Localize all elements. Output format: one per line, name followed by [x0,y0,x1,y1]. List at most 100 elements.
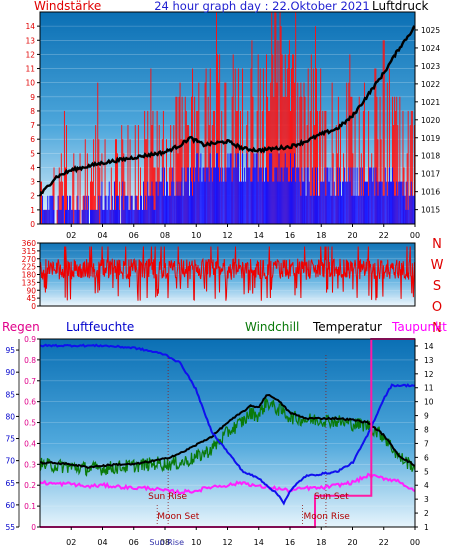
mean-wind-bar [115,209,116,224]
gust-bar [204,82,206,225]
temperature-x-tick-label: 06 [129,538,139,547]
wind-tick-label: 14 [25,22,35,31]
mean-wind-bar [141,195,142,224]
mean-wind-bar [176,181,178,224]
mean-wind-bar [343,181,345,224]
mean-wind-bar [402,195,404,224]
mean-wind-bar [399,181,401,224]
gust-bar [282,96,284,224]
mean-wind-bar [258,167,260,224]
mean-wind-bar [225,181,227,224]
mean-wind-bar [83,195,85,224]
gust-bar [150,68,152,225]
mean-wind-bar [335,195,337,224]
gust-bar [144,110,146,224]
mean-wind-bar [372,181,374,224]
humidity-tick-label: 85 [5,390,15,399]
wind-grid [40,11,415,225]
humidity-tick-label: 90 [5,368,15,377]
mean-wind-bar [311,167,313,224]
mean-wind-bar [398,181,400,224]
mean-wind-bar [94,209,96,224]
gust-bar [409,125,411,224]
mean-wind-bar [382,195,384,224]
mean-wind-bar [221,181,223,224]
mean-wind-bar [310,195,312,224]
mean-wind-bar [105,195,107,224]
mean-wind-bar [395,195,397,224]
rain-tick-label: 0.6 [24,398,36,407]
mean-wind-bar [282,181,284,224]
mean-wind-bar [283,167,285,224]
mean-wind-bar [205,167,207,224]
mean-wind-bar [153,209,155,224]
gust-bar [331,82,333,225]
sun-rise-axis-label: Sun Rise [149,538,184,547]
mean-wind-bar [209,153,211,224]
gust-bar [273,96,275,224]
mean-wind-bar [140,195,141,224]
gust-bar [93,139,95,224]
mean-wind-bar [363,181,365,224]
wind-x-tick-label: 12 [222,231,232,240]
mean-wind-bar [228,167,230,224]
mean-wind-bar [92,209,94,224]
mean-wind-bar [412,195,414,224]
mean-wind-bar [337,195,339,224]
gust-bar [97,82,99,225]
mean-wind-bar [351,195,353,224]
gust-bar [137,125,139,224]
gust-bar [413,125,415,224]
mean-wind-bar [238,181,240,224]
mean-wind-bar [169,195,171,224]
mean-wind-bar [235,167,237,224]
wind-x-ticks: 02 04 06 08 10 12 14 16 18 20 22 00 [66,224,420,240]
gust-bar [271,12,273,224]
mean-wind-bar [177,195,179,224]
gust-bar [374,68,376,225]
mean-wind-bar [96,209,98,224]
mean-wind-bar [65,209,66,224]
gust-bar [335,125,337,224]
mean-wind-bar [144,209,146,224]
mean-wind-bar [155,181,157,224]
mean-wind-bar [149,195,151,224]
gust-bar [156,110,158,224]
mean-wind-bar [124,195,126,224]
mean-wind-bar [206,167,208,224]
mean-wind-bar [170,195,172,224]
wind-tick-label: 0 [30,220,35,229]
mean-wind-bar [290,153,291,224]
gust-bar [279,12,281,224]
humidity-tick-label: 60 [5,501,15,510]
temperature-tick-label: 12 [424,370,434,379]
temperature-tick-label: 10 [424,398,434,407]
mean-wind-bar [171,181,173,224]
gust-bar [151,125,153,224]
mean-wind-bar [294,153,296,224]
gust-bar [110,167,112,224]
mean-wind-bar [227,153,229,224]
wind-tick-label: 12 [25,50,35,59]
mean-wind-bar [323,181,325,224]
gust-bar [92,181,94,224]
direction-tick-label: 360 [22,239,37,248]
gust-bar [272,54,274,225]
gust-bar [146,139,148,224]
direction-tick-label: 45 [26,294,36,303]
wind-tick-label: 13 [25,36,35,45]
mean-wind-bar [309,195,311,224]
gust-bar [84,139,86,224]
mean-wind-bar [168,195,170,224]
gust-bar [293,54,295,225]
gust-bar [170,125,172,224]
gust-bar [98,139,100,224]
mean-wind-bar [125,195,127,224]
mean-wind-bar [146,209,148,224]
mean-wind-bar [304,167,306,224]
gust-bar [181,96,183,224]
mean-wind-bar [119,209,121,224]
